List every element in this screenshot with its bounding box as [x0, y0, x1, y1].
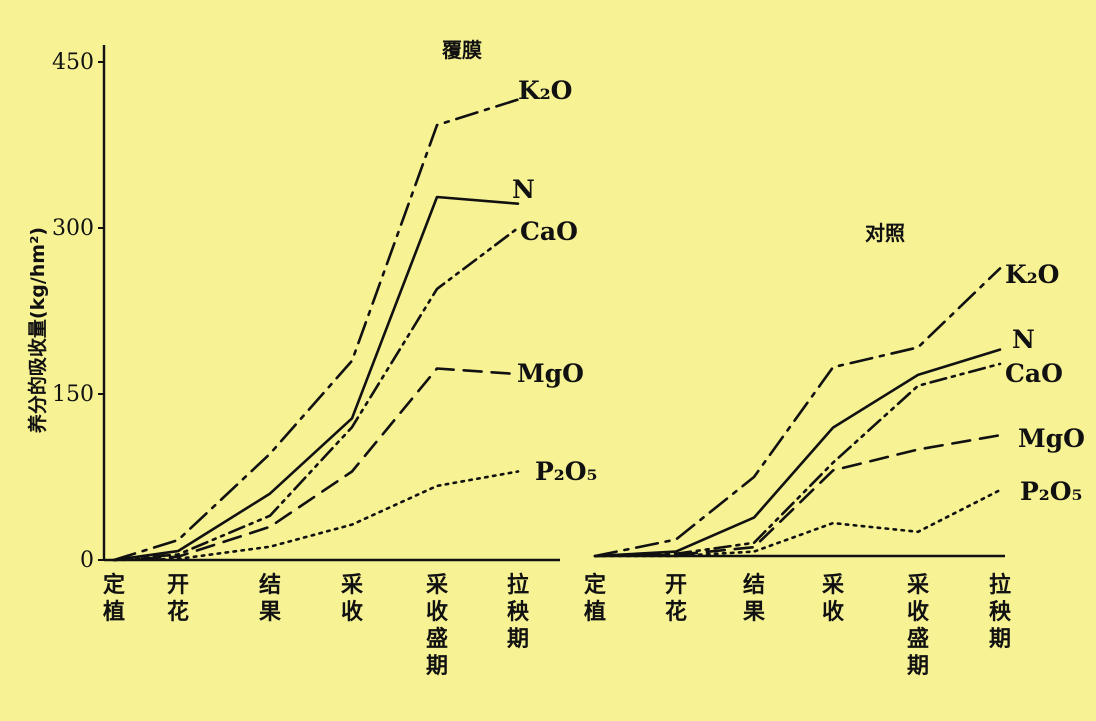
series-line: [112, 367, 520, 562]
series-line: [593, 348, 1002, 558]
x-tick-label: 结果: [743, 572, 765, 625]
series-line: [112, 195, 520, 562]
series-label: K₂O: [1005, 260, 1059, 289]
panels: 覆膜定植开花结果采收采收盛期拉秧期K₂ONCaOMgOP₂O₅对照定植开花结果采…: [103, 38, 1085, 679]
y-tick-label: 450: [52, 50, 94, 75]
y-axis-title-group: 养分的吸收量(kg/hm²): [26, 227, 49, 434]
series-label: N: [1012, 325, 1035, 354]
series-label: CaO: [520, 217, 578, 246]
x-tick-label: 采收: [822, 573, 844, 625]
y-tick-label: 150: [52, 382, 94, 407]
series-label: N: [512, 175, 535, 204]
series-label: MgO: [517, 359, 584, 388]
series-label: P₂O₅: [1020, 477, 1082, 506]
series-line: [593, 433, 1002, 558]
y-ticks: 0 150 300 450: [52, 50, 104, 573]
series-line: [112, 470, 520, 562]
series-line: [112, 98, 520, 562]
y-tick-label: 0: [80, 548, 94, 573]
panel-title: 对照: [865, 221, 905, 245]
series-label: CaO: [1005, 359, 1063, 388]
series-line: [593, 488, 1002, 558]
series-label: MgO: [1018, 424, 1085, 453]
y-axis-title: 养分的吸收量(kg/hm²): [26, 227, 49, 434]
x-tick-label: 结果: [259, 572, 281, 625]
x-tick-label: 采收盛期: [426, 573, 448, 679]
series-label: K₂O: [518, 76, 572, 105]
y-tick-label: 300: [52, 216, 94, 241]
series-line: [593, 362, 1002, 558]
x-tick-label: 采收: [341, 573, 363, 625]
x-tick-label: 开花: [167, 573, 189, 625]
series-label: P₂O₅: [535, 457, 597, 486]
panel-title: 覆膜: [441, 38, 482, 62]
x-tick-label: 拉秧期: [507, 572, 530, 652]
x-tick-label: 采收盛期: [907, 573, 929, 679]
series-line: [593, 267, 1002, 558]
x-tick-label: 定植: [103, 572, 125, 625]
series-line: [112, 226, 520, 562]
x-tick-label: 定植: [584, 572, 606, 625]
x-tick-label: 开花: [665, 573, 687, 625]
x-tick-label: 拉秧期: [989, 572, 1012, 652]
